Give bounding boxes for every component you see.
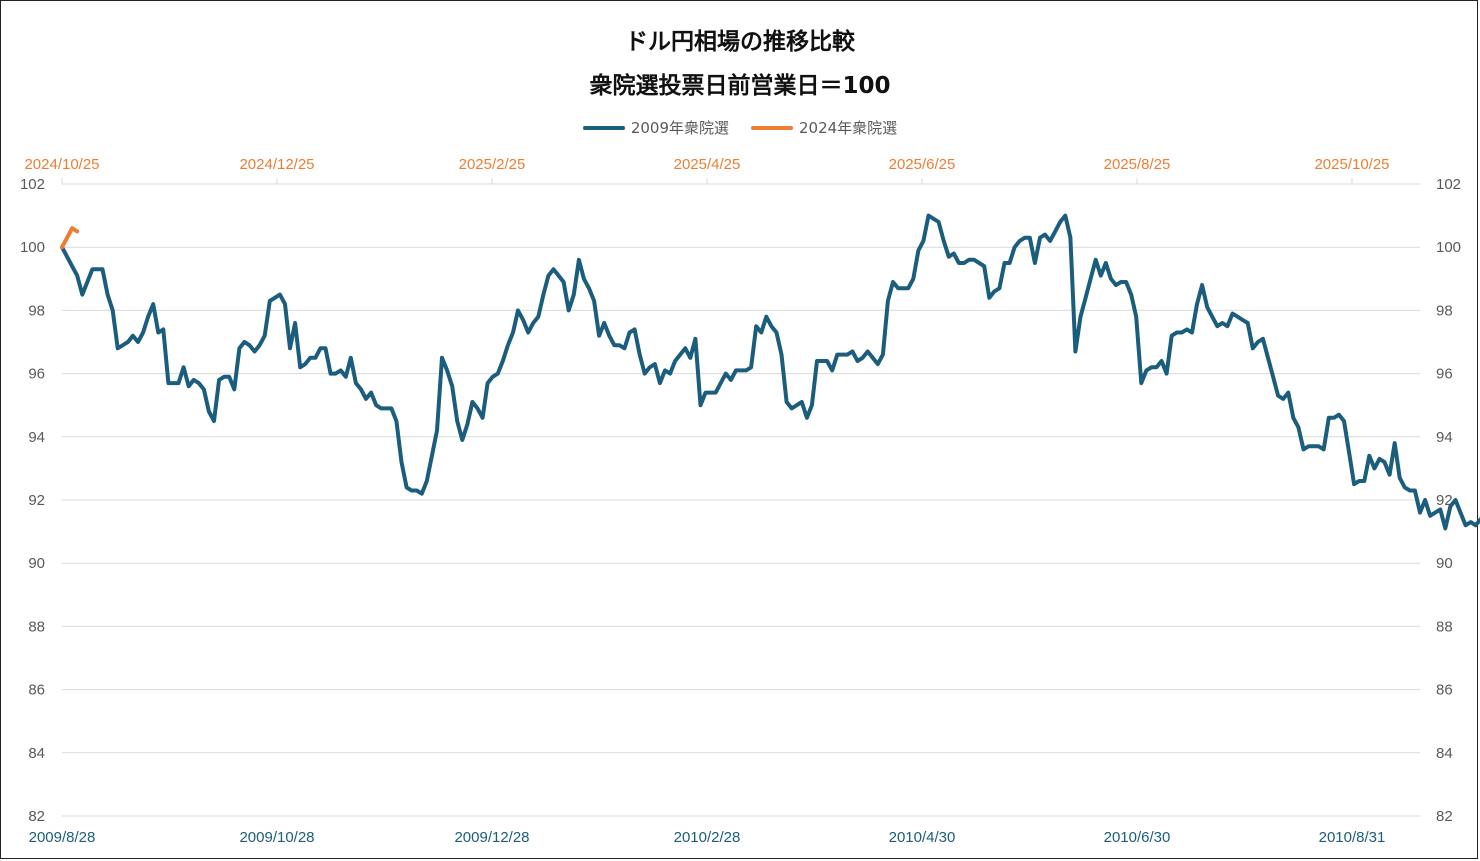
y-tick-right-96: 96 [1436,366,1453,383]
y-tick-left-94: 94 [28,429,45,446]
chart-legend: 2009年衆院選 2024年衆院選 [0,117,1480,138]
y-tick-left-100: 100 [20,239,45,256]
y-tick-left-86: 86 [28,682,45,699]
y-tick-right-94: 94 [1436,429,1453,446]
legend-item-2009[interactable]: 2009年衆院選 [582,117,729,138]
y-tick-left-88: 88 [28,618,45,635]
x-top-tick: 2024/10/25 [24,156,99,173]
legend-item-2024[interactable]: 2024年衆院選 [751,117,897,138]
x-top-tick: 2024/12/25 [239,156,314,173]
legend-swatch-2009 [582,125,625,130]
y-tick-right-100: 100 [1436,239,1461,256]
y-tick-left-98: 98 [28,302,45,319]
y-tick-right-84: 84 [1436,745,1453,762]
series-line-2024 [60,226,80,250]
y-tick-left-84: 84 [28,745,45,762]
x-top-tick: 2025/10/25 [1314,156,1389,173]
y-tick-right-102: 102 [1436,176,1461,193]
x-bottom-tick: 2010/2/28 [674,829,741,846]
y-tick-left-102: 102 [20,176,45,193]
y-tick-right-88: 88 [1436,618,1453,635]
x-bottom-tick: 2009/8/28 [29,829,96,846]
legend-swatch-2024 [751,125,793,130]
chart-subtitle: 衆院選投票日前営業日＝100 [589,73,891,99]
x-top-tick: 2025/2/25 [459,156,526,173]
y-tick-left-90: 90 [28,555,45,572]
legend-label-2009: 2009年衆院選 [630,119,729,137]
x-top-tick: 2025/4/25 [674,156,741,173]
y-tick-right-92: 92 [1436,492,1453,509]
x-bottom-tick: 2010/4/30 [889,829,956,846]
y-tick-left-82: 82 [28,808,45,825]
x-top-tick: 2025/6/25 [889,156,956,173]
x-top-tick: 2025/8/25 [1104,156,1171,173]
x-bottom-tick: 2010/8/31 [1319,829,1386,846]
y-tick-left-96: 96 [28,366,45,383]
chart-title: ドル円相場の推移比較 [625,29,855,55]
y-tick-right-90: 90 [1436,555,1453,572]
series-line-2009 [60,213,1480,531]
y-tick-right-82: 82 [1436,808,1453,825]
x-bottom-tick: 2010/6/30 [1104,829,1171,846]
y-tick-right-86: 86 [1436,682,1453,699]
x-bottom-tick: 2009/10/28 [239,829,314,846]
y-tick-left-92: 92 [28,492,45,509]
x-bottom-tick: 2009/12/28 [454,829,529,846]
y-tick-right-98: 98 [1436,302,1453,319]
legend-label-2024: 2024年衆院選 [799,119,898,137]
